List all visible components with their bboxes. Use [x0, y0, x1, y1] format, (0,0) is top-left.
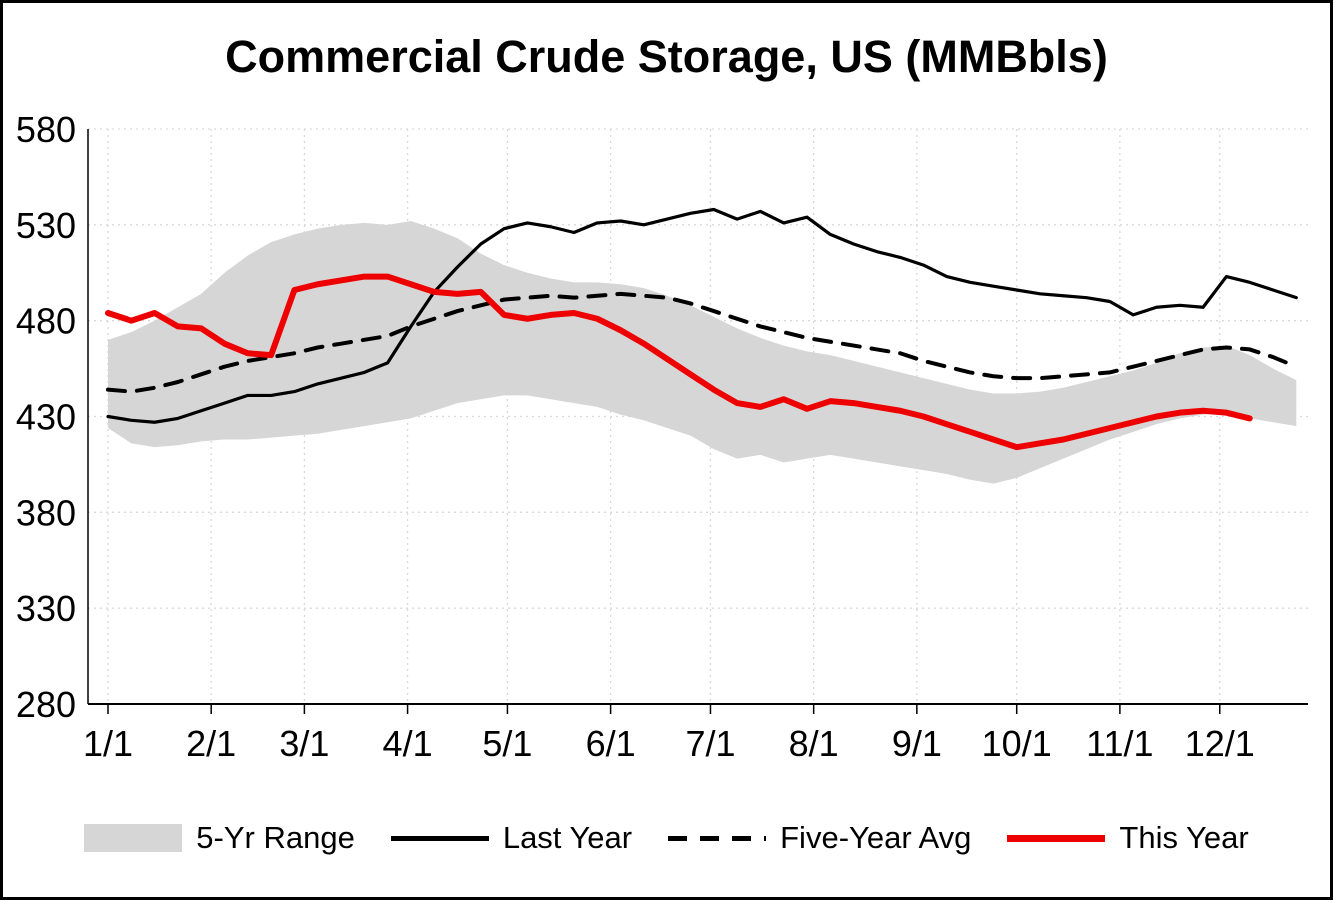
x-tick-label: 10/1	[982, 723, 1052, 764]
y-tick-label: 580	[16, 109, 76, 150]
x-tick-label: 8/1	[789, 723, 839, 764]
legend-item-last-year: Last Year	[390, 820, 633, 856]
legend-item-this-year: This Year	[1007, 820, 1249, 856]
this-year-line	[105, 273, 1253, 451]
x-tick-label: 1/1	[83, 723, 133, 764]
five-year-range-band	[108, 221, 1297, 484]
x-tick-label: 4/1	[383, 723, 433, 764]
chart-title: Commercial Crude Storage, US (MMBbls)	[225, 31, 1108, 82]
x-tick-label: 5/1	[482, 723, 532, 764]
legend-label-five-year-avg: Five-Year Avg	[780, 820, 972, 855]
legend-item-five-year-avg: Five-Year Avg	[668, 820, 971, 856]
y-tick-label: 530	[16, 205, 76, 246]
y-tick-label: 330	[16, 588, 76, 629]
legend-label-last-year: Last Year	[502, 820, 633, 855]
x-tick-label: 11/1	[1086, 723, 1153, 764]
x-tick-label: 12/1	[1185, 723, 1255, 764]
x-tick-label: 3/1	[279, 723, 329, 764]
last-year-swatch	[390, 835, 489, 841]
this-year-swatch	[1007, 834, 1106, 842]
x-tick-label: 2/1	[186, 723, 236, 764]
x-tick-label: 7/1	[685, 723, 735, 764]
legend-label-range: 5-Yr Range	[196, 820, 355, 855]
y-tick-label: 280	[16, 684, 76, 725]
legend-item-5yr-range: 5-Yr Range	[84, 820, 355, 856]
x-tick-label: 9/1	[892, 723, 942, 764]
last-year-line	[106, 207, 1298, 424]
y-tick-label: 480	[16, 301, 76, 342]
five-year-avg-line	[106, 291, 1299, 394]
range-swatch	[84, 824, 183, 852]
x-tick-label: 6/1	[586, 723, 636, 764]
chart-legend: 5-Yr Range Last Year Five-Year Avg This …	[3, 820, 1330, 856]
y-tick-label: 430	[16, 397, 76, 438]
y-tick-label: 380	[16, 492, 76, 533]
legend-label-this-year: This Year	[1119, 820, 1249, 855]
avg-swatch	[668, 835, 767, 841]
